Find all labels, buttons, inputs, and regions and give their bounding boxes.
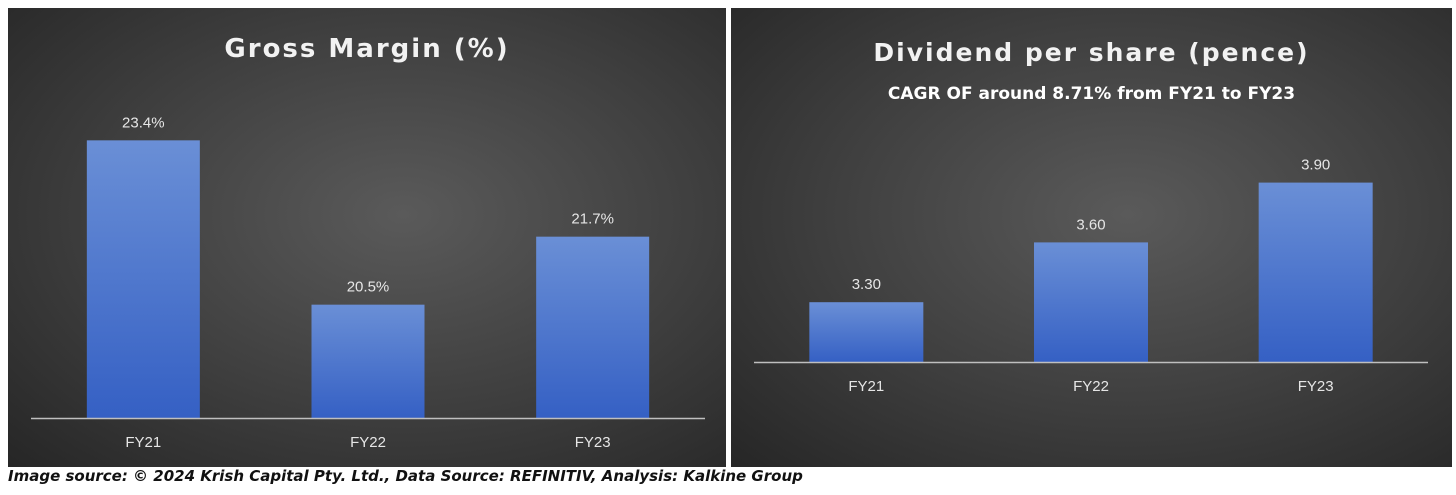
chart-title: Dividend per share (pence) — [873, 38, 1310, 67]
gross-margin-plot: 23.4% FY21 20.5% FY22 21.7% FY23 — [31, 114, 705, 451]
dividend-chart: Dividend per share (pence) CAGR OF aroun… — [731, 8, 1452, 467]
data-label-fy21: 3.30 — [852, 276, 881, 293]
data-label-fy22: 3.60 — [1076, 216, 1105, 233]
x-tick-label-fy22: FY22 — [350, 434, 386, 451]
image-source-caption: Image source: © 2024 Krish Capital Pty. … — [8, 467, 803, 485]
x-tick-label-fy22: FY22 — [1073, 378, 1109, 395]
chart-subtitle: CAGR OF around 8.71% from FY21 to FY23 — [887, 84, 1296, 104]
bar-fy22 — [311, 304, 425, 418]
bar-fy21 — [86, 140, 200, 419]
data-label-fy23: 21.7% — [571, 211, 614, 228]
x-tick-label-fy21: FY21 — [848, 378, 884, 395]
bar-fy23 — [1258, 182, 1373, 362]
gross-margin-chart: Gross Margin (%) 23.4% FY21 20.5% FY22 21.7%… — [8, 8, 726, 467]
x-tick-label-fy23: FY23 — [575, 434, 611, 451]
chart-title: Gross Margin (%) — [224, 34, 510, 64]
bar-fy22 — [1034, 242, 1148, 362]
dividend-plot: 3.30 FY21 3.60 FY22 3.90 FY23 — [754, 157, 1428, 395]
x-tick-label-fy23: FY23 — [1298, 378, 1334, 395]
data-label-fy22: 20.5% — [347, 279, 390, 296]
bar-fy23 — [536, 236, 650, 418]
data-label-fy21: 23.4% — [122, 114, 165, 131]
x-tick-label-fy21: FY21 — [125, 434, 161, 451]
bar-fy21 — [809, 302, 924, 362]
data-label-fy23: 3.90 — [1301, 157, 1330, 174]
